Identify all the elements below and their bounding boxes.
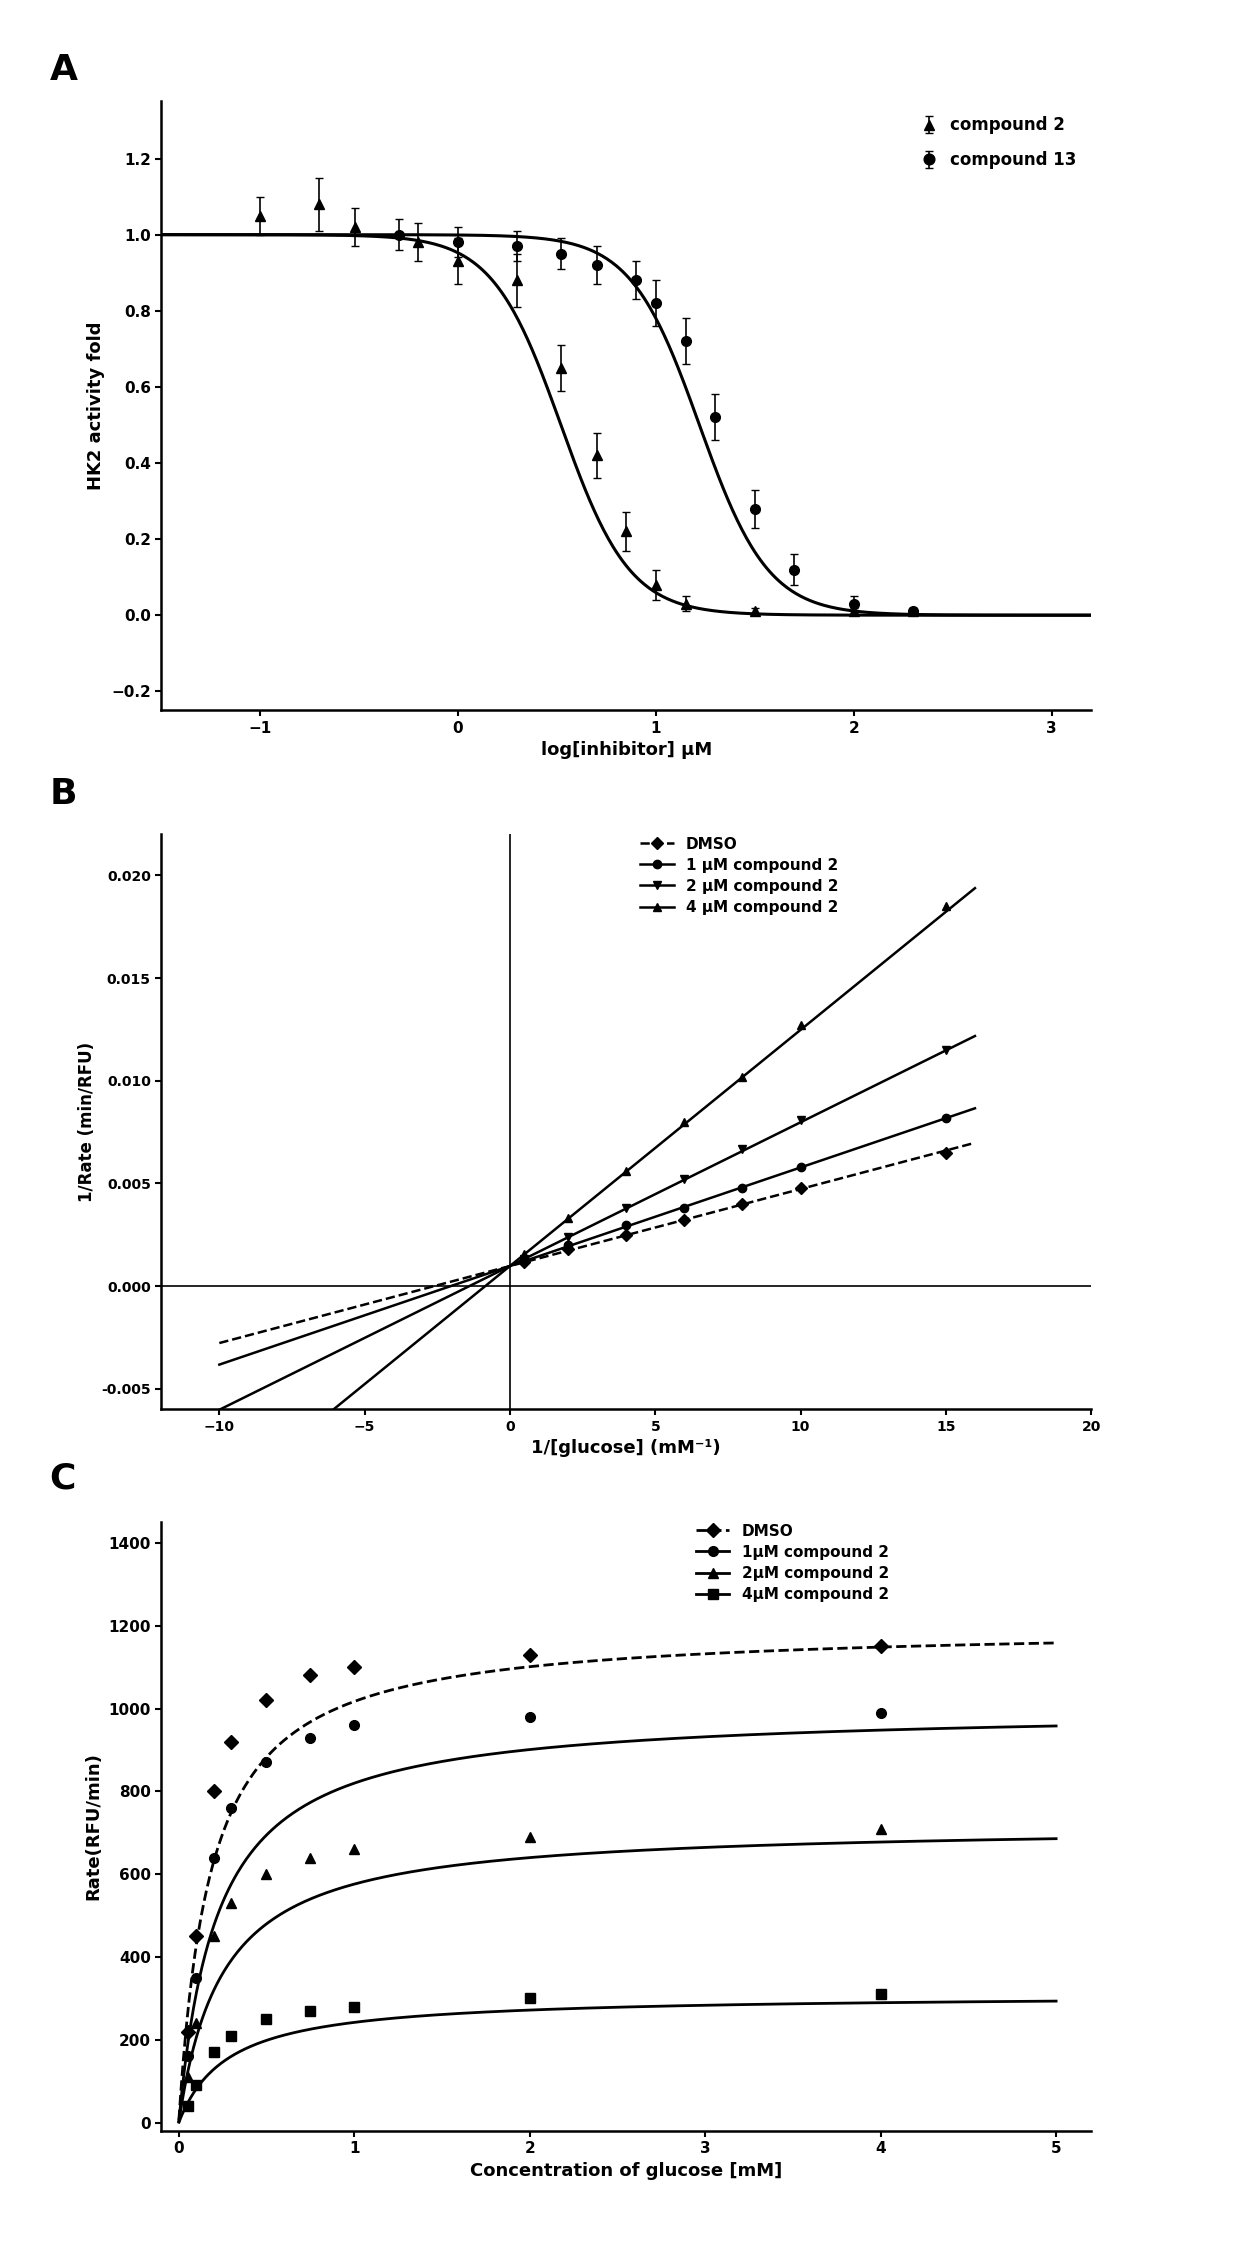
Text: B: B (50, 776, 77, 812)
Text: C: C (50, 1461, 76, 1495)
Text: A: A (50, 52, 78, 86)
Legend: compound 2, compound 13: compound 2, compound 13 (910, 110, 1083, 176)
Y-axis label: Rate(RFU/min): Rate(RFU/min) (84, 1752, 103, 1901)
X-axis label: Concentration of glucose [mM]: Concentration of glucose [mM] (470, 2163, 782, 2181)
Legend: DMSO, 1μM compound 2, 2μM compound 2, 4μM compound 2: DMSO, 1μM compound 2, 2μM compound 2, 4μ… (689, 1518, 895, 1608)
Legend: DMSO, 1 μM compound 2, 2 μM compound 2, 4 μM compound 2: DMSO, 1 μM compound 2, 2 μM compound 2, … (634, 830, 844, 920)
X-axis label: log[inhibitor] μM: log[inhibitor] μM (541, 742, 712, 760)
X-axis label: 1/[glucose] (mM⁻¹): 1/[glucose] (mM⁻¹) (532, 1439, 720, 1457)
Y-axis label: 1/Rate (min/RFU): 1/Rate (min/RFU) (78, 1042, 95, 1202)
Y-axis label: HK2 activity fold: HK2 activity fold (88, 322, 105, 489)
